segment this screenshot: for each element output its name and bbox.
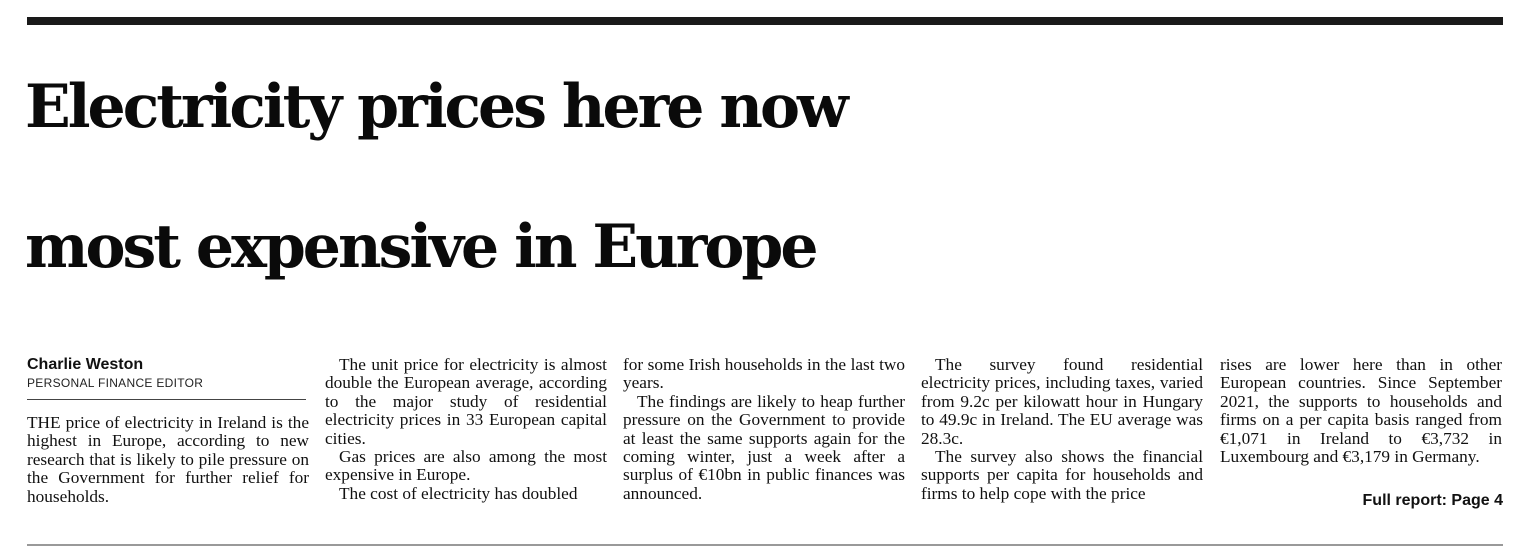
paragraph: for some Irish households in the last tw… — [623, 355, 905, 393]
paragraph: The unit price for electricity is almost… — [325, 355, 607, 448]
paragraph: Gas prices are also among the most expen… — [325, 447, 607, 485]
headline-line-2: most expensive in Europe — [25, 212, 819, 282]
headline-line-1: Electricity prices here now — [25, 72, 849, 142]
paragraph: THE price of electricity in Ireland is t… — [27, 413, 309, 506]
paragraph: The findings are likely to heap further … — [623, 391, 905, 503]
article-column-2: The unit price for electricity is almost… — [325, 355, 607, 503]
article-column-5: rises are lower here than in other Europ… — [1220, 355, 1502, 467]
article-column-3: for some Irish households in the last tw… — [623, 355, 905, 503]
top-rule — [27, 17, 1503, 25]
byline-author: Charlie Weston — [27, 356, 144, 373]
full-report-link[interactable]: Full report: Page 4 — [1362, 492, 1503, 509]
paragraph: rises are lower here than in other Europ… — [1220, 355, 1502, 467]
byline-divider — [27, 399, 306, 400]
paragraph: The survey found residential electricity… — [921, 355, 1203, 448]
byline-role: PERSONAL FINANCE EDITOR — [27, 376, 204, 390]
article-column-4: The survey found residential electricity… — [921, 355, 1203, 503]
paragraph: The survey also shows the financial supp… — [921, 447, 1203, 503]
headline: Electricity prices here now most expensi… — [25, 37, 1525, 317]
article-column-1: THE price of electricity in Ireland is t… — [27, 413, 309, 506]
paragraph: The cost of electricity has doubled — [339, 483, 578, 503]
bottom-rule — [27, 544, 1503, 546]
